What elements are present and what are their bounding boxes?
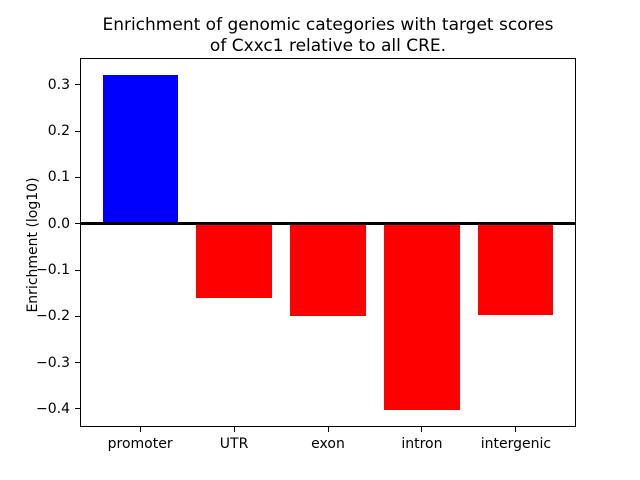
x-tick-label-UTR: UTR <box>219 436 249 452</box>
x-tick-UTR <box>233 427 235 432</box>
y-tick-label-0.1: 0.1 <box>47 169 70 186</box>
y-tick-0.2 <box>75 130 80 132</box>
y-axis-label: Enrichment (log10) <box>25 177 41 313</box>
bar-exon <box>290 223 366 317</box>
y-tick-label-−0.3: −0.3 <box>36 354 70 371</box>
bar-intron <box>384 223 460 411</box>
y-tick-0.0 <box>75 223 80 225</box>
x-tick-promoter <box>139 427 141 432</box>
y-tick-label-−0.4: −0.4 <box>36 400 70 417</box>
x-tick-label-promoter: promoter <box>107 436 173 452</box>
x-tick-intron <box>421 427 423 432</box>
plot-area <box>80 58 576 427</box>
y-tick-−0.1 <box>75 269 80 271</box>
y-tick-−0.4 <box>75 408 80 410</box>
y-tick-−0.3 <box>75 362 80 364</box>
y-tick-0.3 <box>75 84 80 86</box>
bar-promoter <box>102 74 178 224</box>
chart-title: Enrichment of genomic categories with ta… <box>80 15 576 57</box>
zero-line <box>80 222 576 226</box>
x-tick-intergenic <box>515 427 517 432</box>
chart-title-line-2: of Cxxc1 relative to all CRE. <box>209 36 447 56</box>
bar-UTR <box>196 223 272 298</box>
y-tick-label-0.0: 0.0 <box>47 215 70 232</box>
y-tick-label-0.2: 0.2 <box>47 123 70 140</box>
y-tick-−0.2 <box>75 315 80 317</box>
x-tick-label-exon: exon <box>311 436 345 452</box>
chart-title-line-1: Enrichment of genomic categories with ta… <box>102 15 554 35</box>
x-tick-label-intron: intron <box>401 436 443 452</box>
bar-intergenic <box>478 223 554 316</box>
y-tick-label-−0.1: −0.1 <box>36 262 70 279</box>
y-tick-label-−0.2: −0.2 <box>36 308 70 325</box>
x-tick-exon <box>327 427 329 432</box>
y-tick-0.1 <box>75 176 80 178</box>
y-tick-label-0.3: 0.3 <box>47 76 70 93</box>
x-tick-label-intergenic: intergenic <box>480 436 552 452</box>
